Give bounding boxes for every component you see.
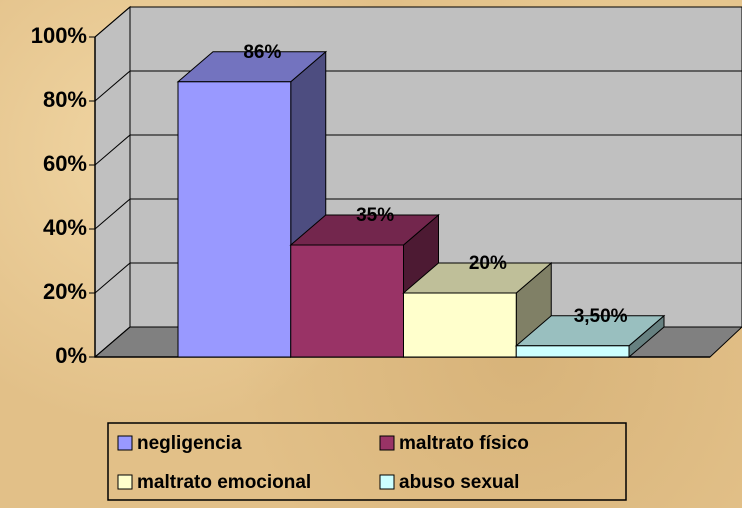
grid-line: [94, 262, 131, 294]
legend-label: maltrato emocional: [137, 472, 311, 493]
y-tick-label: 60%: [43, 151, 87, 176]
y-tick-label: 0%: [55, 343, 87, 368]
legend-label: maltrato físico: [399, 433, 529, 454]
legend-label: negligencia: [137, 433, 242, 454]
grid-line: [94, 70, 131, 102]
bar: [515, 345, 630, 358]
value-label: 35%: [356, 205, 394, 226]
bar: [403, 292, 517, 358]
legend-box: [107, 422, 627, 501]
legend-swatch: [117, 474, 133, 490]
legend-swatch: [379, 474, 395, 490]
value-label: 86%: [243, 42, 281, 63]
grid-line: [94, 198, 131, 230]
grid-line: [94, 134, 131, 166]
side-wall: [94, 5, 131, 359]
y-tick-label: 20%: [43, 279, 87, 304]
y-tick-label: 80%: [43, 87, 87, 112]
y-tick-label: 100%: [31, 23, 87, 48]
grid-line: [94, 326, 131, 358]
y-tick-label: 40%: [43, 215, 87, 240]
legend-swatch: [379, 435, 395, 451]
value-label: 20%: [469, 253, 507, 274]
bar: [177, 81, 292, 358]
bar: [290, 244, 404, 358]
legend-swatch: [117, 435, 133, 451]
grid-line: [94, 6, 131, 38]
value-label: 3,50%: [574, 306, 628, 327]
legend-label: abuso sexual: [399, 472, 519, 493]
